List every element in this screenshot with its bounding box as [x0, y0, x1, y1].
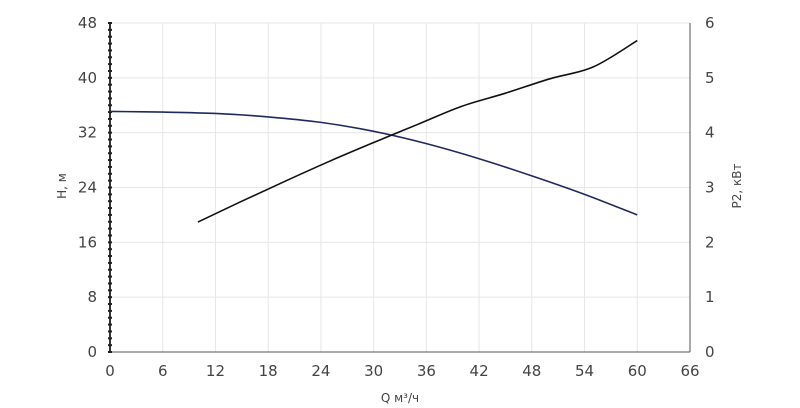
x-tick-label: 24 — [311, 362, 330, 380]
x-axis-label: Q м³/ч — [381, 391, 419, 405]
head-curve-line — [109, 110, 638, 216]
series — [109, 39, 638, 223]
y-left-tick-label: 8 — [87, 288, 97, 306]
y-left-tick-label: 0 — [87, 343, 97, 361]
power-curve-line — [197, 39, 638, 223]
y-left-tick-label: 16 — [78, 233, 97, 251]
x-tick-label: 12 — [206, 362, 225, 380]
y-right-tick-label: 6 — [705, 14, 715, 32]
x-tick-label: 42 — [470, 362, 489, 380]
y-axis-right-label: P2, кВт — [730, 164, 744, 209]
y-right-tick-label: 5 — [705, 69, 715, 87]
x-tick-label: 54 — [575, 362, 594, 380]
y-right-tick-label: 3 — [705, 179, 715, 197]
x-tick-label: 66 — [680, 362, 699, 380]
y-left-tick-label: 24 — [78, 179, 97, 197]
x-tick-label: 0 — [105, 362, 115, 380]
grid — [110, 22, 691, 352]
y-left-tick-label: 40 — [78, 69, 97, 87]
x-tick-label: 30 — [364, 362, 383, 380]
y-left-tick-label: 48 — [78, 14, 97, 32]
x-tick-label: 36 — [417, 362, 436, 380]
x-tick-label: 48 — [522, 362, 541, 380]
x-tick-label: 6 — [158, 362, 168, 380]
y-axis-left-label: H, м — [55, 173, 69, 199]
x-tick-label: 60 — [628, 362, 647, 380]
y-right-tick-label: 4 — [705, 124, 715, 142]
y-right-tick-label: 2 — [705, 233, 715, 251]
axes — [108, 22, 691, 353]
x-tick-label: 18 — [259, 362, 278, 380]
y-right-tick-label: 1 — [705, 288, 715, 306]
y-right-tick-label: 0 — [705, 343, 715, 361]
y-left-tick-label: 32 — [78, 124, 97, 142]
tick-labels: 0 6 12 18 24 30 36 42 48 54 60 66081624324048012345… — [78, 14, 715, 380]
